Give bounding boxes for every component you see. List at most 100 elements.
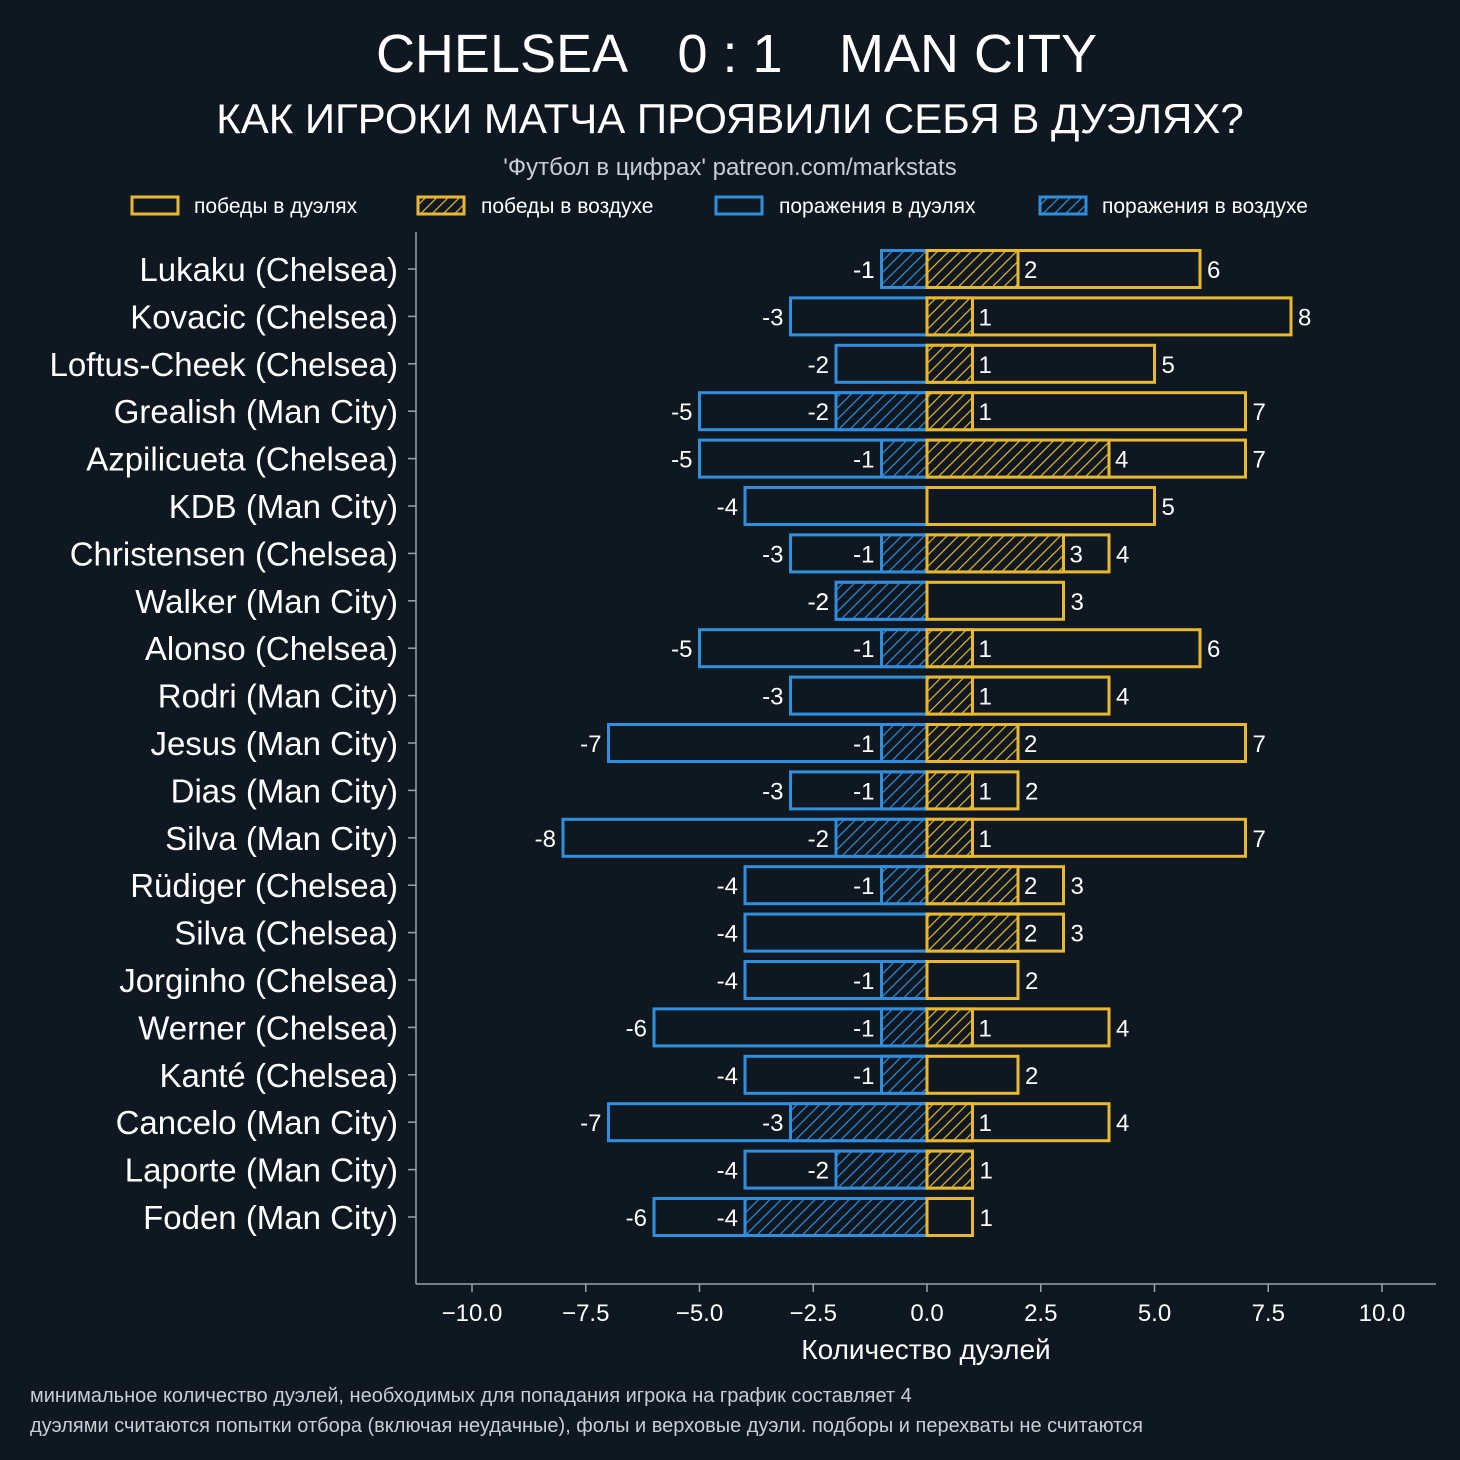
label-duel-wins: 7 — [1253, 731, 1266, 758]
player-label: Laporte (Man City) — [125, 1152, 398, 1189]
bar-aerial-losses — [834, 1149, 929, 1190]
label-duel-losses: -8 — [535, 826, 556, 853]
label-duel-wins: 2 — [1025, 778, 1038, 805]
player-row: Loftus-Cheek (Chelsea) -2 1 5 — [50, 343, 1175, 384]
bar-aerial-losses — [880, 770, 929, 811]
player-label: Cancelo (Man City) — [116, 1104, 398, 1141]
bar-aerial-wins — [925, 438, 1111, 479]
x-tick-label: −5.0 — [676, 1300, 723, 1327]
bar-aerial-wins — [925, 1149, 974, 1190]
label-duel-losses: -4 — [717, 1063, 738, 1090]
footnote-2: дуэлями считаются попытки отбора (включа… — [30, 1415, 1143, 1437]
label-aerial-losses: -2 — [808, 589, 829, 616]
player-label: Christensen (Chelsea) — [70, 535, 398, 572]
x-axis-label: Количество дуэлей — [801, 1334, 1050, 1365]
bar-aerial-wins — [925, 723, 1020, 763]
bar-aerial-wins — [925, 296, 974, 337]
bar-aerial-losses — [880, 249, 929, 289]
label-aerial-losses: -1 — [853, 447, 874, 474]
label-aerial-losses: -1 — [853, 541, 874, 568]
player-label: Jesus (Man City) — [150, 725, 398, 762]
label-aerial-losses: -1 — [853, 1015, 874, 1042]
player-row: Silva (Chelsea) -4 2 3 — [174, 912, 1084, 953]
player-label: Grealish (Man City) — [114, 393, 398, 430]
player-row: Cancelo (Man City) -7 -3 1 4 — [116, 1102, 1129, 1143]
label-aerial-wins: 1 — [979, 826, 992, 853]
label-aerial-losses: -3 — [762, 1110, 783, 1137]
x-tick-label: 2.5 — [1024, 1300, 1057, 1327]
label-aerial-wins: 3 — [1070, 541, 1083, 568]
player-row: Kanté (Chelsea) -4 -1 2 — [160, 1054, 1038, 1095]
legend-label-aerial-losses: поражения в воздухе — [1102, 195, 1308, 218]
legend: победы в дуэлях победы в воздухе поражен… — [130, 195, 1308, 218]
label-duel-losses: -6 — [626, 1015, 647, 1042]
bar-aerial-losses — [880, 1007, 929, 1048]
label-duel-losses: -5 — [671, 447, 692, 474]
bar-duel-wins — [925, 960, 1020, 1000]
bar-aerial-wins — [925, 343, 974, 384]
legend-swatch-duel-losses — [714, 195, 764, 216]
bar-aerial-wins — [925, 1102, 974, 1143]
label-aerial-wins: 1 — [979, 399, 992, 426]
bar-duel-losses — [743, 486, 929, 526]
bar-duel-wins — [925, 391, 1247, 432]
label-duel-losses: -1 — [853, 257, 874, 284]
label-duel-losses: -6 — [626, 1205, 647, 1232]
bar-aerial-wins — [925, 675, 974, 716]
bar-aerial-losses — [880, 960, 929, 1000]
player-row: Lukaku (Chelsea) -1-1 2 6 — [139, 249, 1220, 289]
label-aerial-losses: -4 — [717, 1205, 738, 1232]
label-duel-wins: 1 — [980, 1158, 993, 1185]
x-ticks: −10.0 −7.5 −5.0 −2.5 0.0 2.5 5.0 7.5 10.0 — [442, 1284, 1405, 1327]
label-aerial-losses: -2 — [808, 399, 829, 426]
x-tick-label: 0.0 — [910, 1300, 943, 1327]
bar-duel-losses — [743, 912, 929, 953]
label-duel-wins: 7 — [1253, 447, 1266, 474]
bar-aerial-wins — [925, 1007, 974, 1048]
bar-duel-losses — [789, 675, 929, 716]
player-label: Silva (Man City) — [165, 820, 398, 857]
label-aerial-wins: 2 — [1024, 731, 1037, 758]
player-label: Foden (Man City) — [143, 1199, 398, 1236]
player-label: Lukaku (Chelsea) — [139, 251, 398, 288]
x-tick-label: −2.5 — [790, 1300, 837, 1327]
label-duel-wins: 7 — [1253, 399, 1266, 426]
label-duel-wins: 4 — [1116, 684, 1129, 711]
label-duel-losses: -5 — [671, 636, 692, 663]
bar-aerial-losses — [743, 1197, 929, 1237]
label-duel-wins: 3 — [1071, 873, 1084, 900]
player-label: Silva (Chelsea) — [174, 915, 398, 952]
bar-duel-wins — [925, 486, 1156, 526]
player-label: Alonso (Chelsea) — [145, 630, 398, 667]
label-duel-losses: -3 — [762, 304, 783, 331]
label-aerial-wins: 2 — [1024, 257, 1037, 284]
player-row: Christensen (Chelsea) -3 -1 3 4 — [70, 533, 1129, 574]
label-duel-wins: 5 — [1162, 494, 1175, 521]
x-tick-label: −10.0 — [442, 1300, 503, 1327]
bar-aerial-losses — [834, 391, 929, 432]
bar-aerial-losses — [789, 1102, 929, 1143]
bar-aerial-losses — [880, 533, 929, 574]
label-aerial-wins: 1 — [979, 1110, 992, 1137]
legend-label-duel-losses: поражения в дуэлях — [779, 195, 976, 218]
label-duel-losses: -5 — [671, 399, 692, 426]
player-row: Dias (Man City) -3 -1 1 2 — [171, 770, 1038, 811]
label-duel-losses: -4 — [717, 494, 738, 521]
label-aerial-wins: 1 — [979, 1015, 992, 1042]
bar-aerial-losses — [880, 438, 929, 479]
label-aerial-wins: 1 — [979, 778, 992, 805]
player-label: Rodri (Man City) — [158, 678, 398, 715]
player-row: Rodri (Man City) -3 1 4 — [158, 675, 1129, 716]
label-duel-wins: 4 — [1116, 1015, 1129, 1042]
bar-aerial-wins — [925, 817, 974, 858]
legend-label-duel-wins: победы в дуэлях — [194, 195, 358, 218]
legend-label-aerial-wins: победы в воздухе — [481, 195, 653, 218]
x-tick-label: 5.0 — [1138, 1300, 1171, 1327]
label-duel-wins: 1 — [980, 1205, 993, 1232]
player-label: Jorginho (Chelsea) — [119, 962, 398, 999]
bar-aerial-wins — [925, 249, 1020, 289]
label-duel-wins: 6 — [1207, 257, 1220, 284]
label-aerial-losses: -1 — [853, 731, 874, 758]
player-row: Foden (Man City) -6 -4 1 — [143, 1197, 993, 1237]
source-credit: 'Футбол в цифрах' patreon.com/markstats — [503, 154, 956, 181]
